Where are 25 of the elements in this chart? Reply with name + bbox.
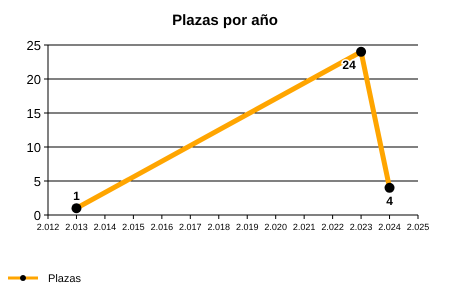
legend-label: Plazas: [48, 273, 82, 285]
y-tick-label: 0: [34, 208, 41, 223]
x-tick-label: 2.013: [65, 222, 88, 232]
x-tick-label: 2.019: [236, 222, 258, 232]
chart-title: Plazas por año: [172, 12, 278, 29]
x-tick-label: 2.021: [292, 222, 316, 232]
y-tick-label: 15: [26, 106, 41, 121]
x-tick-label: 2.022: [321, 222, 344, 232]
x-tick-label: 2.023: [350, 222, 372, 232]
data-label: 4: [386, 194, 394, 208]
y-tick-label: 25: [26, 38, 41, 53]
x-tick-label: 2.016: [150, 222, 174, 232]
x-tick-label: 2.012: [36, 222, 60, 232]
y-tick-label: 20: [26, 72, 41, 87]
x-tick-label: 2.025: [406, 222, 430, 232]
x-tick-label: 2.020: [264, 222, 287, 232]
y-tick-label: 5: [34, 174, 41, 189]
x-tick-label: 2.017: [179, 222, 202, 232]
y-tick-label: 10: [26, 140, 41, 155]
x-tick-label: 2.015: [122, 222, 145, 232]
data-label: 1: [73, 189, 80, 204]
x-tick-label: 2.014: [94, 222, 116, 232]
x-tick-label: 2.018: [208, 222, 230, 232]
x-tick-label: 2.024: [378, 222, 401, 232]
data-label: 24: [342, 58, 356, 72]
